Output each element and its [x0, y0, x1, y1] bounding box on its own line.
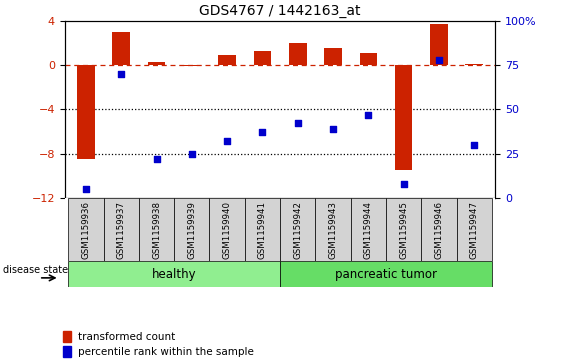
Bar [183, 65, 200, 66]
Title: GDS4767 / 1442163_at: GDS4767 / 1442163_at [199, 4, 361, 18]
Bar [395, 65, 413, 170]
Text: GSM1159940: GSM1159940 [222, 201, 231, 258]
Bar [68, 198, 104, 261]
Bar [280, 198, 315, 261]
Bar [360, 53, 377, 65]
Text: healthy: healthy [152, 268, 196, 281]
Bar [421, 198, 457, 261]
Text: GSM1159942: GSM1159942 [293, 201, 302, 258]
Text: disease state: disease state [3, 265, 68, 275]
Point [82, 186, 91, 192]
Point [364, 112, 373, 118]
Point [329, 126, 338, 132]
Text: GSM1159936: GSM1159936 [82, 201, 91, 258]
Bar [386, 198, 421, 261]
Text: GSM1159941: GSM1159941 [258, 201, 267, 258]
Bar [174, 198, 209, 261]
Bar [104, 198, 139, 261]
Point [435, 57, 444, 62]
Bar [62, 346, 71, 357]
Text: GSM1159937: GSM1159937 [117, 201, 126, 258]
Point [187, 151, 196, 156]
Text: GSM1159945: GSM1159945 [399, 201, 408, 258]
Text: GSM1159944: GSM1159944 [364, 201, 373, 258]
Text: GSM1159938: GSM1159938 [152, 201, 161, 258]
Bar [466, 64, 483, 65]
Point [399, 181, 408, 187]
Point [293, 121, 302, 126]
Text: transformed count: transformed count [78, 331, 175, 342]
Bar [148, 62, 166, 65]
Bar [245, 198, 280, 261]
Point [258, 129, 267, 135]
Text: GSM1159939: GSM1159939 [187, 201, 196, 258]
Bar [218, 55, 236, 65]
Point [117, 71, 126, 77]
Bar [280, 261, 492, 287]
Text: GSM1159947: GSM1159947 [470, 201, 479, 258]
Text: GSM1159946: GSM1159946 [435, 201, 444, 258]
Bar [289, 43, 307, 65]
Bar [62, 331, 71, 342]
Bar [315, 198, 351, 261]
Text: GSM1159943: GSM1159943 [329, 201, 338, 258]
Bar [253, 50, 271, 65]
Text: pancreatic tumor: pancreatic tumor [335, 268, 437, 281]
Point [152, 156, 161, 162]
Bar [139, 198, 174, 261]
Bar [457, 198, 492, 261]
Bar [351, 198, 386, 261]
Bar [209, 198, 245, 261]
Point [470, 142, 479, 148]
Bar [77, 65, 95, 159]
Bar [430, 24, 448, 65]
Bar [324, 48, 342, 65]
Point [222, 138, 231, 144]
Text: percentile rank within the sample: percentile rank within the sample [78, 347, 253, 357]
Bar [113, 32, 130, 65]
Bar [68, 261, 280, 287]
